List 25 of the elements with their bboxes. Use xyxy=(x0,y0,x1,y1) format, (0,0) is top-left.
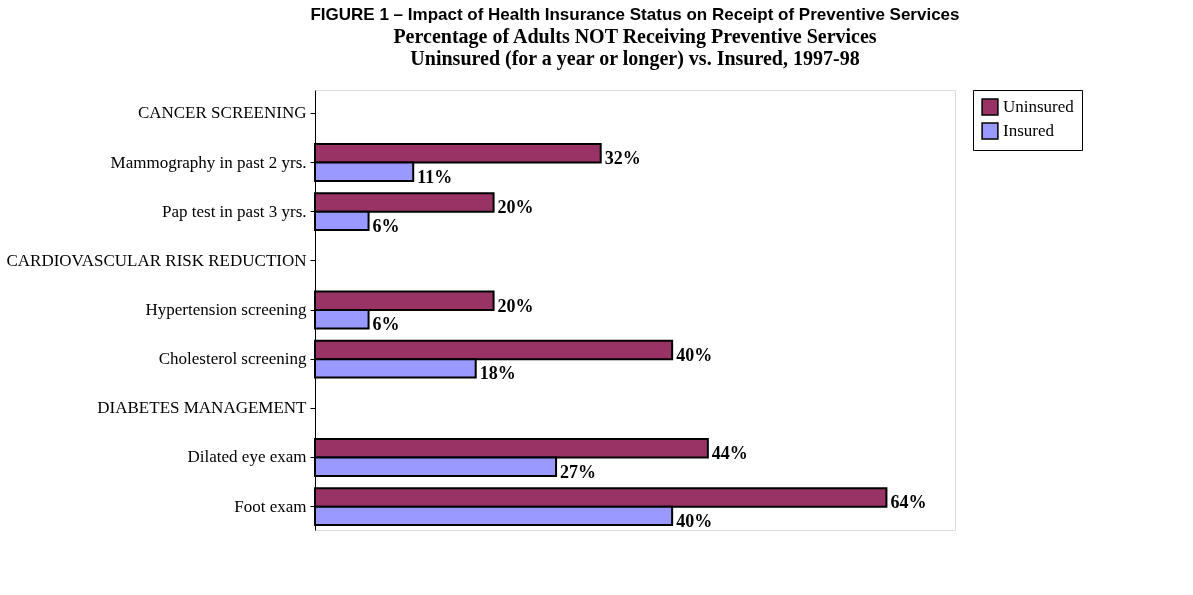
y-tick-label: Foot exam xyxy=(234,496,307,516)
data-label: 18% xyxy=(479,363,516,384)
y-tick-label: Mammography in past 2 yrs. xyxy=(110,152,307,172)
y-tick-label: Pap test in past 3 yrs. xyxy=(162,201,307,221)
data-label: 32% xyxy=(604,148,641,169)
data-label: 11% xyxy=(417,166,453,187)
data-label: 40% xyxy=(676,510,713,531)
data-label: 6% xyxy=(372,314,400,335)
y-tick-label: CANCER SCREENING xyxy=(137,103,307,123)
chart-title: FIGURE 1 – Impact of Health Insurance Status on Receipt of Preventive Services xyxy=(310,4,960,24)
y-tick-label: Dilated eye exam xyxy=(187,447,307,467)
legend-label: Uninsured xyxy=(1003,97,1075,116)
data-label: 44% xyxy=(711,443,748,464)
data-label: 64% xyxy=(890,492,927,513)
data-label: 20% xyxy=(497,197,534,218)
data-label: 27% xyxy=(560,461,597,482)
data-label: 6% xyxy=(372,215,400,236)
data-label: 20% xyxy=(497,295,534,316)
data-label: 40% xyxy=(676,344,713,365)
y-tick-label: CARDIOVASCULAR RISK REDUCTION xyxy=(6,250,307,270)
legend-label: Insured xyxy=(1003,121,1055,140)
chart-subtitle: Percentage of Adults NOT Receiving Preventive Services Uninsured (for a year or longer) vs. Insured, 1997-98 xyxy=(393,24,877,70)
y-tick-label: Hypertension screening xyxy=(145,300,307,319)
y-tick-label: Cholesterol screening xyxy=(158,349,307,369)
y-tick-label: DIABETES MANAGEMENT xyxy=(97,398,308,418)
